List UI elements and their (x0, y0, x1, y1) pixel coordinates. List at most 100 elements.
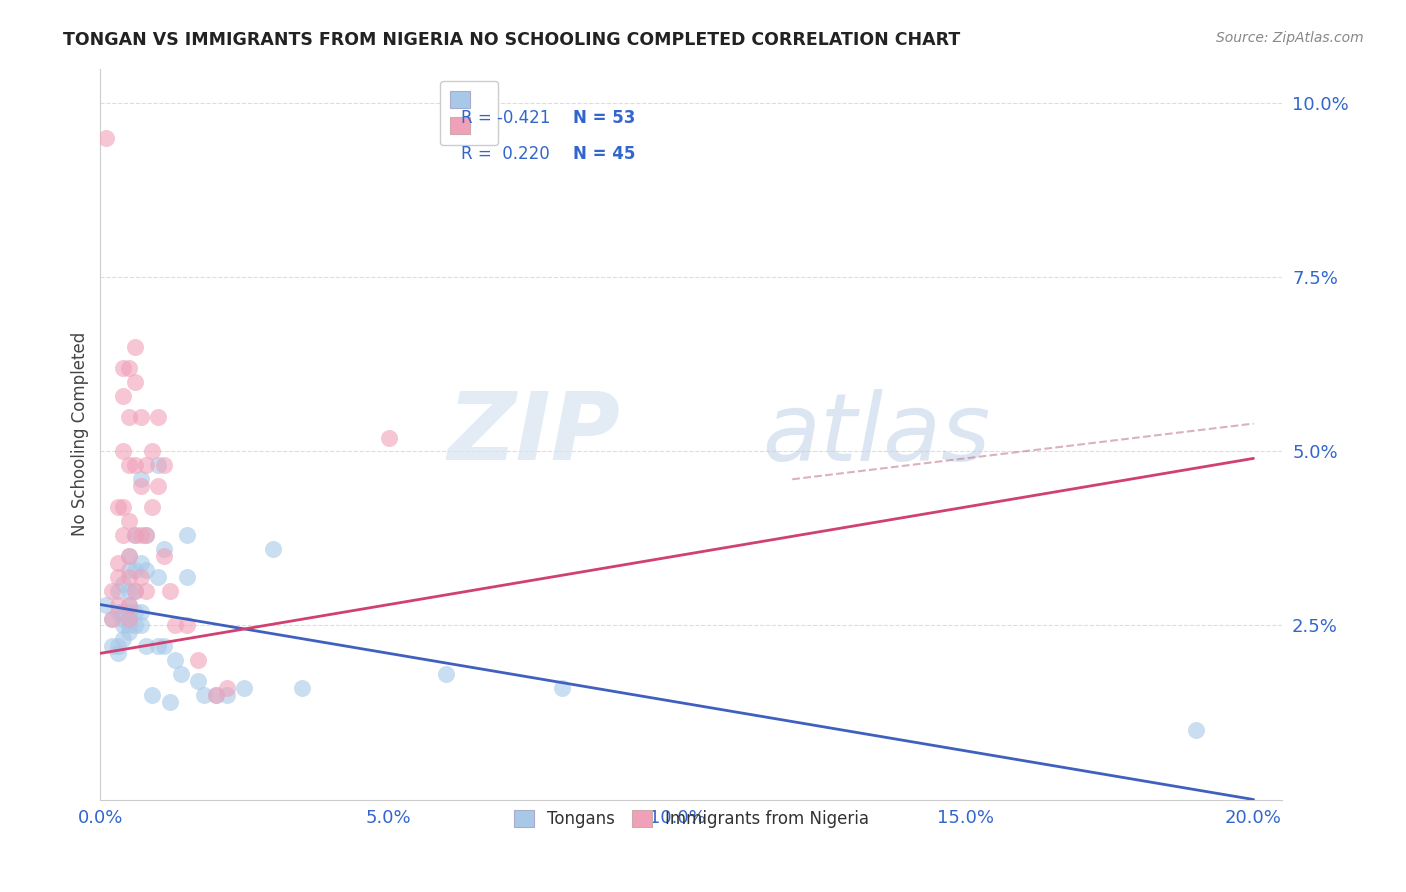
Point (135, 528, 157, 542)
Point (112, 528, 135, 542)
Point (118, 360, 141, 375)
Point (118, 409, 141, 424)
Point (124, 563, 146, 577)
Point (129, 618, 152, 632)
Point (112, 618, 135, 632)
Point (112, 605, 135, 619)
Point (118, 611, 141, 625)
Point (107, 640, 129, 654)
Point (118, 625, 141, 640)
Point (129, 479, 152, 493)
Text: ZIP: ZIP (447, 388, 620, 480)
Point (204, 688, 226, 702)
Point (152, 458, 174, 473)
Point (1185, 723, 1208, 737)
Point (262, 541, 284, 556)
Point (550, 681, 572, 695)
Text: R =  0.220: R = 0.220 (461, 145, 550, 163)
Point (118, 563, 141, 577)
Point (124, 528, 146, 542)
Point (165, 653, 187, 667)
Point (187, 653, 209, 667)
Point (176, 570, 198, 584)
Point (124, 618, 146, 632)
Point (135, 640, 157, 654)
Text: atlas: atlas (762, 389, 990, 480)
Point (187, 674, 209, 689)
Point (170, 667, 193, 681)
Point (135, 528, 157, 542)
Point (141, 688, 163, 702)
Point (118, 583, 141, 598)
Point (176, 528, 198, 542)
Legend: Tongans, Immigrants from Nigeria: Tongans, Immigrants from Nigeria (508, 804, 876, 835)
Point (94, 131, 117, 145)
Point (112, 611, 135, 625)
Point (152, 549, 174, 563)
Point (112, 444, 135, 458)
Point (124, 458, 146, 473)
Point (118, 618, 141, 632)
Point (118, 458, 141, 473)
Point (94, 598, 117, 612)
Point (107, 570, 129, 584)
Point (107, 646, 129, 660)
Point (291, 681, 314, 695)
Point (176, 618, 198, 632)
Point (118, 598, 141, 612)
Point (118, 570, 141, 584)
Point (118, 549, 141, 563)
Point (101, 583, 124, 598)
Point (129, 528, 152, 542)
Text: Source: ZipAtlas.com: Source: ZipAtlas.com (1216, 31, 1364, 45)
Point (146, 640, 169, 654)
Y-axis label: No Schooling Completed: No Schooling Completed (72, 332, 89, 536)
Point (107, 605, 129, 619)
Point (377, 430, 399, 444)
Point (152, 640, 174, 654)
Point (118, 598, 141, 612)
Point (112, 632, 135, 647)
Point (193, 688, 215, 702)
Text: TONGAN VS IMMIGRANTS FROM NIGERIA NO SCHOOLING COMPLETED CORRELATION CHART: TONGAN VS IMMIGRANTS FROM NIGERIA NO SCH… (63, 31, 960, 49)
Point (101, 611, 124, 625)
Point (101, 611, 124, 625)
Text: N = 53: N = 53 (574, 109, 636, 127)
Point (129, 556, 152, 570)
Point (217, 688, 239, 702)
Text: N = 45: N = 45 (574, 145, 636, 163)
Point (118, 605, 141, 619)
Point (434, 667, 457, 681)
Point (124, 340, 146, 354)
Point (141, 500, 163, 515)
Point (152, 541, 174, 556)
Point (159, 583, 181, 598)
Point (135, 563, 157, 577)
Point (124, 375, 146, 389)
Point (101, 640, 124, 654)
Point (129, 605, 152, 619)
Point (112, 360, 135, 375)
Point (146, 479, 169, 493)
Point (118, 514, 141, 528)
Point (217, 681, 239, 695)
Point (146, 409, 169, 424)
Point (146, 570, 169, 584)
Point (135, 583, 157, 598)
Point (124, 528, 146, 542)
Point (141, 444, 163, 458)
Point (129, 472, 152, 486)
Point (107, 556, 129, 570)
Point (124, 583, 146, 598)
Text: R = -0.421: R = -0.421 (461, 109, 550, 127)
Point (112, 389, 135, 403)
Point (107, 500, 129, 515)
Point (112, 576, 135, 591)
Point (129, 570, 152, 584)
Point (159, 695, 181, 709)
Point (124, 583, 146, 598)
Point (124, 605, 146, 619)
Point (135, 458, 157, 473)
Point (129, 409, 152, 424)
Point (146, 458, 169, 473)
